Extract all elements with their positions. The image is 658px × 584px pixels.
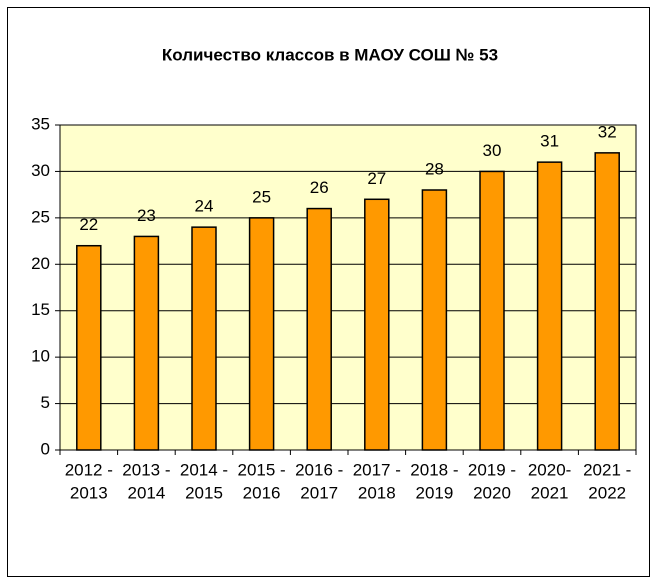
- x-tick-label: 2014 -: [180, 460, 228, 479]
- y-tick-label: 5: [41, 393, 50, 412]
- x-tick-label: 2017 -: [353, 460, 401, 479]
- bar: [536, 161, 563, 451]
- data-label: 31: [540, 132, 559, 151]
- bar: [421, 189, 448, 451]
- y-tick-label: 35: [31, 114, 50, 133]
- y-tick-label: 25: [31, 207, 50, 226]
- x-tick-label: 2018: [358, 483, 396, 502]
- y-tick-label: 20: [31, 254, 50, 273]
- bar: [191, 226, 217, 451]
- x-tick-label: 2022: [588, 483, 626, 502]
- x-tick-label: 2012 -: [65, 460, 113, 479]
- data-label: 26: [310, 178, 329, 197]
- bar: [306, 207, 332, 451]
- x-tick-label: 2014: [127, 483, 165, 502]
- data-label: 23: [137, 206, 156, 225]
- bar: [248, 217, 275, 451]
- data-label: 25: [252, 187, 271, 206]
- x-tick-label: 2020: [473, 483, 511, 502]
- x-tick-label: 2019 -: [468, 460, 516, 479]
- y-tick-label: 30: [31, 161, 50, 180]
- x-tick-label: 2018 -: [410, 460, 458, 479]
- bar: [133, 235, 160, 451]
- x-tick-label: 2017: [300, 483, 338, 502]
- y-tick-label: 15: [31, 300, 50, 319]
- data-label: 28: [425, 159, 444, 178]
- x-tick-label: 2021 -: [583, 460, 631, 479]
- data-label: 24: [195, 197, 214, 216]
- data-label: 32: [598, 122, 617, 141]
- x-tick-label: 2015 -: [237, 460, 285, 479]
- x-tick-label: 2019: [415, 483, 453, 502]
- data-label: 30: [483, 141, 502, 160]
- x-tick-label: 2015: [185, 483, 223, 502]
- bar: [594, 152, 620, 451]
- x-tick-label: 2016: [243, 483, 281, 502]
- bar: [76, 244, 102, 451]
- x-tick-label: 2013 -: [122, 460, 170, 479]
- x-tick-label: 2021: [531, 483, 569, 502]
- data-label: 27: [367, 169, 386, 188]
- y-tick-label: 10: [31, 347, 50, 366]
- y-tick-label: 0: [41, 439, 50, 458]
- x-tick-label: 2020-: [528, 460, 571, 479]
- chart-title: Количество классов в МАОУ СОШ № 53: [162, 45, 498, 64]
- bar: [364, 198, 390, 451]
- bar: [479, 170, 505, 451]
- data-label: 22: [79, 215, 98, 234]
- x-tick-label: 2016 -: [295, 460, 343, 479]
- x-tick-label: 2013: [70, 483, 108, 502]
